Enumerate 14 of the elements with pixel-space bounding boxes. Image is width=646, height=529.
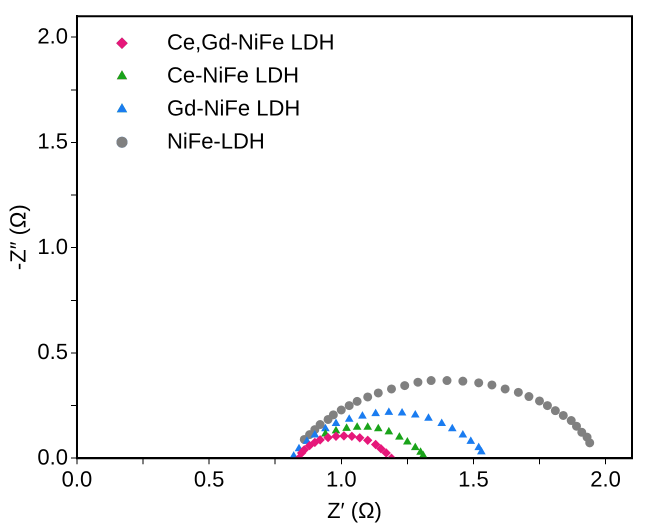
legend-label: Gd-NiFe LDH — [166, 95, 300, 120]
x-axis-title: Z′ (Ω) — [327, 498, 382, 523]
legend-label: Ce,Gd-NiFe LDH — [166, 29, 334, 54]
x-tick-label: 0.5 — [194, 466, 224, 492]
y-tick-label: 1.5 — [37, 128, 68, 154]
y-tick-label: 1.0 — [37, 234, 68, 259]
legend-label: NiFe-LDH — [166, 128, 265, 154]
y-tick-label: 0.5 — [37, 339, 68, 364]
x-tick-label: 1.0 — [326, 466, 357, 492]
x-tick-label: 2.0 — [590, 466, 621, 492]
y-axis-title: -Z″ (Ω) — [5, 204, 30, 270]
legend-label: Ce-NiFe LDH — [166, 62, 300, 88]
y-tick-label: 2.0 — [37, 23, 68, 48]
x-tick-label: 1.5 — [458, 466, 489, 492]
